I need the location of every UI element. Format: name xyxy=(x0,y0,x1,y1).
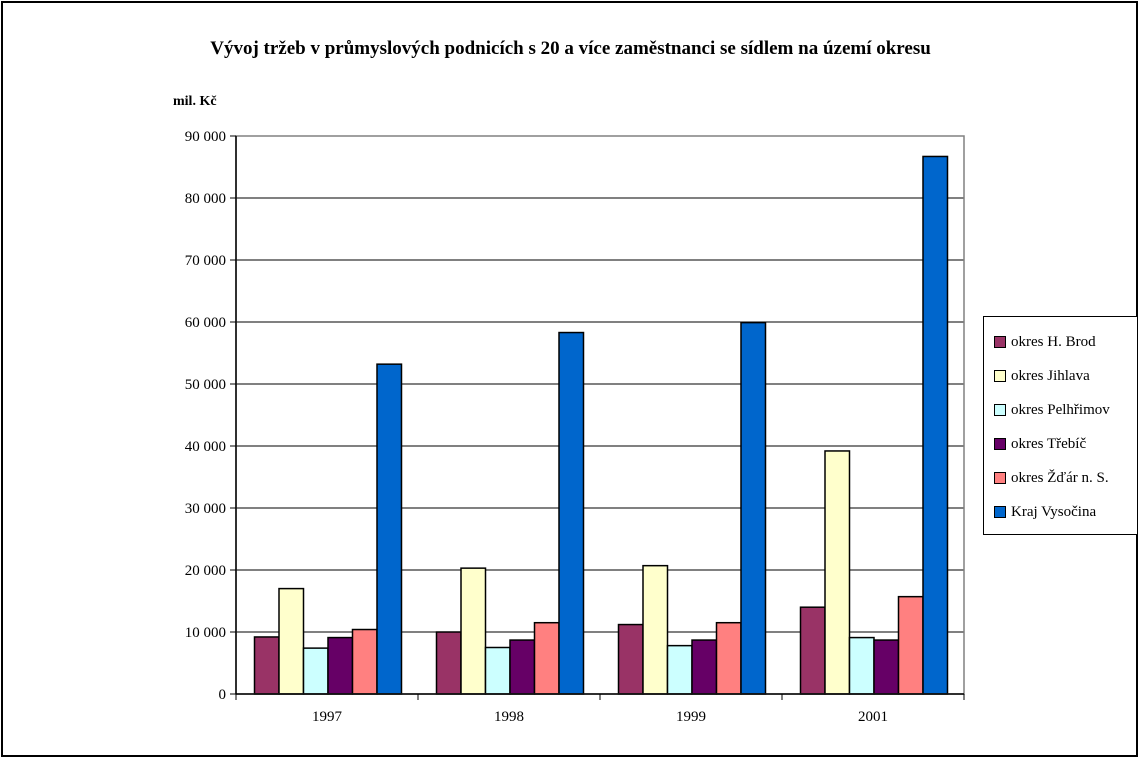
bar-5-1997 xyxy=(351,628,378,695)
bar-4-1998 xyxy=(509,639,536,695)
y-tick-label: 40 000 xyxy=(185,439,226,455)
x-tick-label: 1997 xyxy=(312,709,343,725)
legend-item: Kraj Vysočina xyxy=(984,495,1137,529)
bar-1-1999 xyxy=(617,623,644,695)
legend-label: Kraj Vysočina xyxy=(1011,503,1097,520)
legend-swatch xyxy=(994,404,1006,416)
y-tick-labels: 0 10 000 20 000 30 000 40 000 50 000 60 000 70 … xyxy=(185,129,226,703)
bar-4-1999 xyxy=(691,639,718,695)
legend-item: okres Pelhřimov xyxy=(984,393,1137,427)
bar-4-1997 xyxy=(327,636,354,695)
bar-6-1998 xyxy=(558,331,585,695)
gridlines xyxy=(236,197,964,633)
x-tick-label: 1999 xyxy=(676,709,706,725)
legend-item: okres Třebíč xyxy=(984,427,1137,461)
y-tick-label: 80 000 xyxy=(185,191,226,207)
bar-2-1998 xyxy=(460,567,487,695)
y-tick-label: 20 000 xyxy=(185,563,226,579)
bar-5-1998 xyxy=(533,621,560,695)
y-tick-label: 30 000 xyxy=(185,501,226,517)
bar-6-2001 xyxy=(922,155,949,695)
x-tick-label: 1998 xyxy=(494,709,524,725)
legend: okres H. Brod okres Jihlava okres Pelhřimo… xyxy=(983,316,1138,535)
bar-6-1999 xyxy=(740,321,767,695)
bar-6-1997 xyxy=(376,363,403,695)
legend-label: okres Žďár n. S. xyxy=(1011,469,1109,486)
legend-swatch xyxy=(994,438,1006,450)
y-tick-label: 70 000 xyxy=(185,253,226,269)
y-tick-label: 90 000 xyxy=(185,129,226,145)
x-tick-labels: 1997 1998 1999 2001 xyxy=(312,709,888,725)
bar-3-1997 xyxy=(302,647,329,695)
y-tick-label: 10 000 xyxy=(185,625,226,641)
bar-1-1997 xyxy=(253,636,280,695)
y-axis-unit-label: mil. Kč xyxy=(173,94,217,109)
legend-item: okres Jihlava xyxy=(984,359,1137,393)
legend-swatch xyxy=(994,506,1006,518)
y-tick-label: 0 xyxy=(219,687,227,703)
legend-item: okres H. Brod xyxy=(984,325,1137,359)
legend-swatch xyxy=(994,336,1006,348)
bar-5-1999 xyxy=(715,621,742,695)
chart-title: Vývoj tržeb v průmyslových podnicích s 2… xyxy=(210,38,931,59)
bars xyxy=(253,155,949,695)
bar-4-2001 xyxy=(873,639,900,695)
axes xyxy=(230,135,965,700)
y-tick-label: 50 000 xyxy=(185,377,226,393)
legend-label: okres Pelhřimov xyxy=(1011,401,1110,418)
bar-3-1998 xyxy=(484,646,511,695)
legend-swatch xyxy=(994,370,1006,382)
y-tick-label: 60 000 xyxy=(185,315,226,331)
legend-label: okres H. Brod xyxy=(1011,333,1096,350)
legend-label: okres Jihlava xyxy=(1011,367,1090,384)
bar-2-1999 xyxy=(642,564,669,695)
bar-3-1999 xyxy=(666,644,693,695)
bar-2-2001 xyxy=(824,450,851,695)
plot-area-border xyxy=(235,135,965,695)
bar-1-2001 xyxy=(799,606,826,695)
legend-item: okres Žďár n. S. xyxy=(984,461,1137,495)
legend-label: okres Třebíč xyxy=(1011,435,1087,452)
bar-2-1997 xyxy=(278,587,305,695)
bar-5-2001 xyxy=(897,595,924,695)
bar-3-2001 xyxy=(848,636,875,695)
legend-swatch xyxy=(994,472,1006,484)
x-tick-label: 2001 xyxy=(858,709,888,725)
bar-1-1998 xyxy=(435,631,462,695)
